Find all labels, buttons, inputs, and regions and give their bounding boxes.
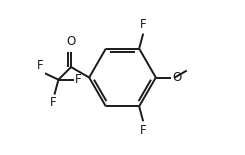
Text: F: F	[140, 18, 147, 31]
Text: F: F	[140, 124, 147, 137]
Text: F: F	[75, 73, 82, 86]
Text: F: F	[50, 96, 57, 109]
Text: O: O	[66, 35, 76, 48]
Text: F: F	[37, 59, 43, 72]
Text: O: O	[172, 71, 181, 84]
